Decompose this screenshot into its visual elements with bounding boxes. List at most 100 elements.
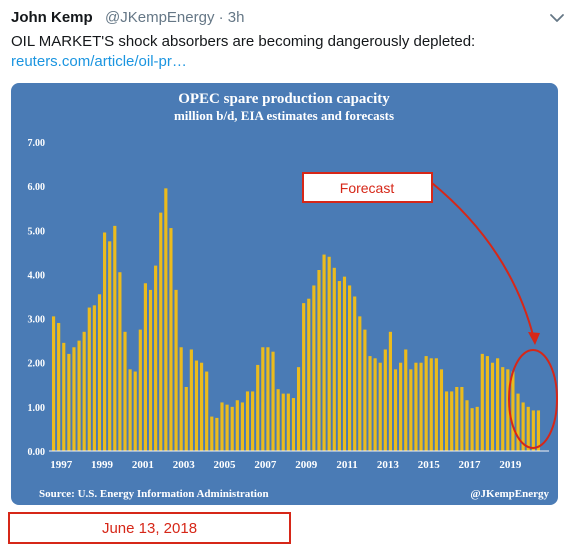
bar [307, 298, 311, 451]
bar [414, 362, 418, 451]
x-tick-label: 2017 [459, 459, 482, 471]
bar [51, 316, 56, 451]
bar [296, 367, 301, 451]
bar [404, 349, 408, 451]
y-tick-label: 3.00 [28, 315, 46, 326]
bar [67, 353, 71, 451]
bar [118, 272, 122, 451]
bar [271, 351, 275, 451]
bar [383, 349, 387, 451]
bar [72, 347, 76, 451]
tweet-media-image[interactable]: OPEC spare production capacity million b… [11, 83, 558, 505]
tweet-link[interactable]: reuters.com/article/oil-pr… [11, 53, 187, 70]
bar [332, 267, 336, 451]
chart: OPEC spare production capacity million b… [11, 83, 558, 505]
bar [82, 331, 86, 451]
bar [496, 358, 500, 451]
bar [302, 303, 306, 451]
bar [393, 369, 398, 451]
bar [475, 406, 479, 451]
bar [266, 347, 270, 451]
bar [460, 386, 464, 451]
bar [128, 369, 132, 451]
y-tick-label: 6.00 [28, 182, 46, 193]
bar [378, 362, 382, 451]
bar [501, 367, 505, 451]
bar [235, 400, 239, 451]
bar [291, 398, 296, 451]
bar [470, 408, 474, 451]
bar [169, 228, 173, 451]
bar [342, 276, 347, 451]
source-label: Source: U.S. Energy Information Administ… [39, 488, 269, 500]
bar [444, 391, 449, 451]
x-tick-label: 1999 [91, 459, 114, 471]
forecast-arrow [431, 182, 535, 340]
tweet-text: OIL MARKET'S shock absorbers are becomin… [11, 33, 476, 50]
bar [179, 347, 183, 451]
bar [184, 386, 188, 451]
bar [373, 358, 377, 451]
bar [174, 289, 178, 451]
bar [322, 254, 326, 451]
bar [62, 342, 66, 451]
bar [103, 232, 107, 451]
bar [450, 391, 454, 451]
y-axis: 0.00 1.00 2.00 3.00 4.00 5.00 6.00 7.00 [28, 138, 46, 458]
bar [485, 356, 489, 451]
forecast-box [302, 172, 433, 203]
bar [215, 417, 219, 451]
x-tick-label: 2003 [173, 459, 196, 471]
bar [92, 305, 96, 451]
bar [353, 296, 357, 451]
chevron-down-icon[interactable] [548, 10, 566, 26]
bar [312, 285, 316, 451]
bar [164, 188, 168, 451]
bar [281, 393, 285, 451]
x-tick-label: 2013 [377, 459, 400, 471]
bar [526, 406, 530, 451]
bar [240, 402, 244, 451]
x-axis: 1997 1999 2001 2003 2005 2007 2009 2011 2013 2015… [50, 459, 522, 471]
bar [531, 410, 535, 451]
bar [434, 358, 438, 451]
bar [256, 364, 260, 451]
x-tick-label: 1997 [50, 459, 73, 471]
handle-label: @JKempEnergy [470, 488, 549, 500]
bar [225, 404, 229, 451]
bars [51, 188, 541, 451]
bar [251, 391, 255, 451]
x-tick-label: 2019 [499, 459, 522, 471]
y-tick-label: 5.00 [28, 226, 46, 237]
x-tick-label: 2001 [132, 459, 154, 471]
bar [97, 294, 102, 451]
bar [516, 393, 520, 451]
bar [261, 347, 265, 451]
bar [210, 416, 214, 451]
bar [220, 402, 224, 451]
bar [189, 349, 193, 451]
tweet-header: John Kemp @JKempEnergy · 3h [11, 9, 566, 29]
author-name[interactable]: John Kemp [11, 9, 93, 26]
bar [536, 410, 541, 451]
author-handle-time[interactable]: @JKempEnergy · 3h [105, 9, 245, 26]
bar [138, 329, 142, 451]
forecast-label: Forecast [340, 180, 395, 196]
bar [245, 391, 250, 451]
x-tick-label: 2011 [336, 459, 357, 471]
bar [77, 340, 81, 451]
bar [143, 283, 147, 451]
bar [439, 369, 444, 451]
bar [388, 331, 392, 451]
bar [358, 316, 362, 451]
x-tick-label: 2015 [418, 459, 441, 471]
chart-subtitle: million b/d, EIA estimates and forecasts [174, 108, 394, 123]
bar [521, 402, 525, 451]
bar [455, 386, 459, 451]
bar [399, 362, 403, 451]
bar [317, 270, 321, 451]
y-tick-label: 4.00 [28, 270, 46, 281]
bar [199, 362, 204, 451]
bar [490, 362, 495, 451]
bar [368, 356, 372, 451]
